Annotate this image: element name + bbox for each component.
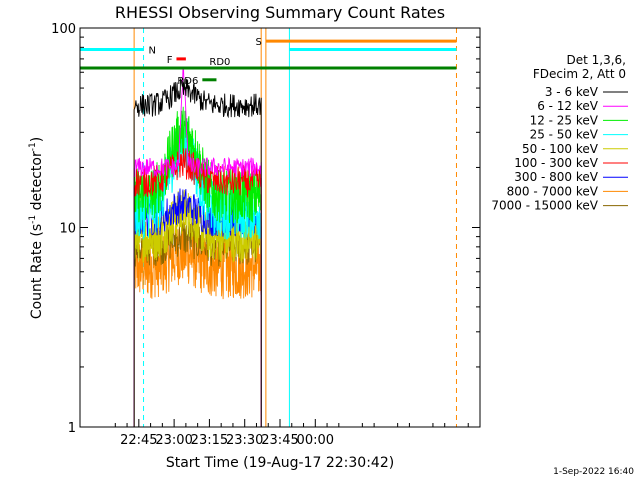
y-axis: 1 10 100 [51,22,480,436]
x-tick-label-2: 23:15 [191,433,228,448]
x-tick-label-4: 23:45 [261,433,298,448]
legend-label-3: 25 - 50 keV [530,128,599,142]
flag-label-n: N [149,46,156,57]
flag-label-rd0: RD0 [209,57,230,68]
legend-label-8: 7000 - 15000 keV [491,199,598,213]
y-tick-label-1: 10 [59,222,76,237]
x-tick-label-5: 00:00 [297,433,334,448]
x-axis-label: Start Time (19-Aug-17 22:30:42) [166,455,394,471]
y-tick-label-0: 1 [68,421,76,436]
y-tick-label-2: 100 [51,22,76,37]
y-axis-label-sup2: -1 [28,142,38,151]
series-line-2 [133,106,262,427]
legend-label-1: 6 - 12 keV [537,99,599,113]
flag-label-s: S [256,37,262,48]
series-line-0 [133,78,262,427]
y-axis-label: Count Rate (s-1 detector-1) [28,137,45,319]
legend-label-2: 12 - 25 keV [530,113,599,127]
series-line-5 [133,148,262,427]
x-tick-label-0: 22:45 [120,433,157,448]
timestamp: 1-Sep-2022 16:40 [553,467,634,477]
series-line-4 [133,189,262,427]
legend-label-0: 3 - 6 keV [545,85,599,99]
series-line-1 [133,67,262,427]
chart-title: RHESSI Observing Summary Count Rates [115,3,445,22]
x-tick-label-3: 23:30 [226,433,263,448]
flag-label-f: F [167,55,173,66]
legend-label-6: 300 - 800 keV [514,170,598,184]
y-axis-label-close: ) [29,137,45,142]
x-tick-label-1: 23:00 [155,433,192,448]
flag-label-rd6: RD6 [177,76,198,87]
legend-label-7: 800 - 7000 keV [507,184,599,198]
legend-header-1: Det 1,3,6, [567,53,627,67]
legend-label-4: 50 - 100 keV [522,142,599,156]
y-axis-label-main: Count Rate (s [29,224,45,319]
legend-label-5: 100 - 300 keV [514,156,598,170]
legend-header-2: FDecim 2, Att 0 [533,67,626,81]
y-axis-label-mid: detector [29,151,45,215]
plot-area: N S F RD0 RD6 [79,28,457,427]
y-axis-label-sup: -1 [28,215,38,224]
